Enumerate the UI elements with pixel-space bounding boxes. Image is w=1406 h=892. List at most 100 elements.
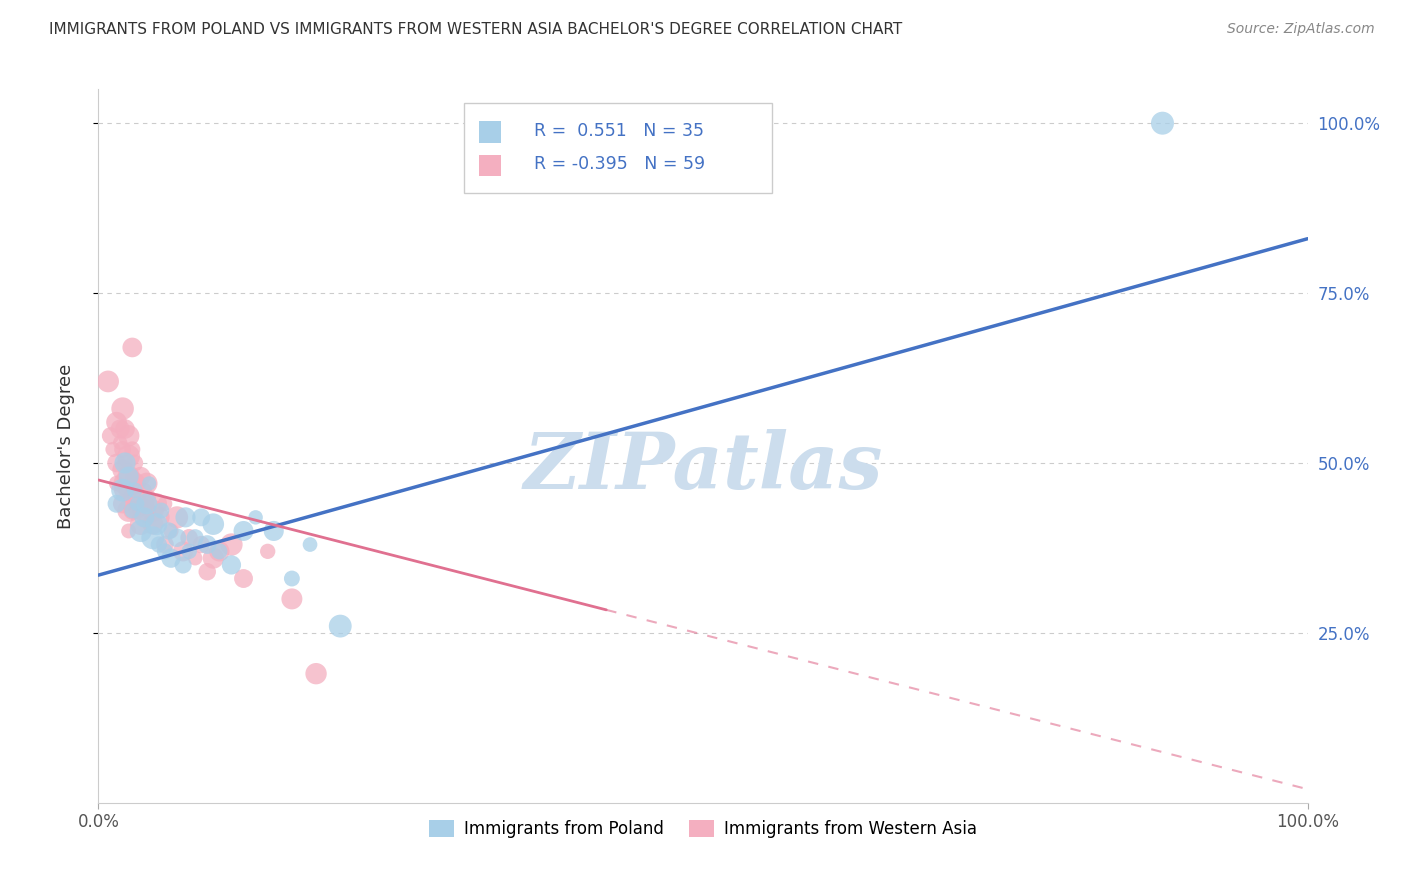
Point xyxy=(305,666,328,681)
Point xyxy=(118,449,141,463)
Point xyxy=(179,544,201,558)
Point xyxy=(148,510,170,524)
Point xyxy=(157,524,180,538)
Point xyxy=(100,429,122,443)
Point xyxy=(190,510,212,524)
Point xyxy=(245,510,267,524)
Point xyxy=(108,435,131,450)
Point xyxy=(135,497,157,511)
Text: R =  0.551   N = 35: R = 0.551 N = 35 xyxy=(534,121,704,139)
Point xyxy=(118,429,141,443)
Point xyxy=(172,558,194,572)
Point xyxy=(153,497,176,511)
Point xyxy=(111,483,134,498)
Text: ZIPatlas: ZIPatlas xyxy=(523,429,883,506)
Point xyxy=(135,497,157,511)
Point xyxy=(121,442,143,457)
Point xyxy=(208,544,231,558)
Text: Source: ZipAtlas.com: Source: ZipAtlas.com xyxy=(1227,22,1375,37)
Point xyxy=(105,415,128,429)
Point xyxy=(202,517,225,532)
Legend: Immigrants from Poland, Immigrants from Western Asia: Immigrants from Poland, Immigrants from … xyxy=(422,813,984,845)
Point xyxy=(118,469,141,483)
Point xyxy=(329,619,352,633)
Point xyxy=(232,572,254,586)
Point xyxy=(166,531,188,545)
Point xyxy=(105,476,128,491)
Point xyxy=(121,490,143,504)
Point xyxy=(129,469,152,483)
Point xyxy=(142,531,165,545)
Point xyxy=(142,517,165,532)
Point xyxy=(190,537,212,551)
Point xyxy=(148,537,170,551)
Point xyxy=(256,544,278,558)
Point xyxy=(281,572,304,586)
Point xyxy=(118,524,141,538)
Point xyxy=(114,422,136,436)
Point xyxy=(153,544,176,558)
Point xyxy=(160,524,183,538)
Point xyxy=(127,497,149,511)
Point xyxy=(129,517,152,532)
Point xyxy=(160,551,183,566)
Point xyxy=(121,469,143,483)
Point xyxy=(145,497,167,511)
Point xyxy=(118,469,141,483)
Point xyxy=(281,591,304,606)
Point xyxy=(121,503,143,517)
Point xyxy=(134,510,156,524)
Bar xyxy=(479,155,501,177)
Point xyxy=(135,476,157,491)
Point xyxy=(263,524,285,538)
Point xyxy=(121,503,143,517)
Point xyxy=(134,503,156,517)
Point xyxy=(111,497,134,511)
Point xyxy=(101,442,124,457)
Point xyxy=(114,456,136,470)
Point xyxy=(114,456,136,470)
Point xyxy=(105,456,128,470)
Point xyxy=(195,537,218,551)
Text: IMMIGRANTS FROM POLAND VS IMMIGRANTS FROM WESTERN ASIA BACHELOR'S DEGREE CORRELA: IMMIGRANTS FROM POLAND VS IMMIGRANTS FRO… xyxy=(49,22,903,37)
Bar xyxy=(479,121,501,143)
Point xyxy=(153,537,176,551)
Point xyxy=(124,483,146,498)
Point xyxy=(138,490,160,504)
Point xyxy=(202,551,225,566)
Point xyxy=(299,537,322,551)
Point xyxy=(179,531,201,545)
Point xyxy=(174,510,197,524)
Point xyxy=(129,497,152,511)
Point xyxy=(121,341,143,355)
Point xyxy=(111,442,134,457)
Point xyxy=(145,517,167,532)
Point xyxy=(221,537,243,551)
Point xyxy=(124,456,146,470)
Point xyxy=(111,483,134,498)
Point xyxy=(184,531,207,545)
Point xyxy=(172,544,194,558)
Text: R = -0.395   N = 59: R = -0.395 N = 59 xyxy=(534,155,704,173)
Point xyxy=(142,503,165,517)
Point xyxy=(150,503,173,517)
Point xyxy=(111,463,134,477)
Point xyxy=(138,476,160,491)
Point xyxy=(184,551,207,566)
Point xyxy=(129,524,152,538)
Point xyxy=(118,483,141,498)
Point xyxy=(127,503,149,517)
FancyBboxPatch shape xyxy=(464,103,772,193)
Point xyxy=(134,483,156,498)
Point xyxy=(195,565,218,579)
Point xyxy=(111,401,134,416)
Point xyxy=(221,558,243,572)
Point xyxy=(124,476,146,491)
Point xyxy=(108,422,131,436)
Point xyxy=(166,510,188,524)
Point xyxy=(232,524,254,538)
Point xyxy=(1152,116,1174,130)
Point xyxy=(118,503,141,517)
Point xyxy=(97,375,120,389)
Point xyxy=(105,497,128,511)
